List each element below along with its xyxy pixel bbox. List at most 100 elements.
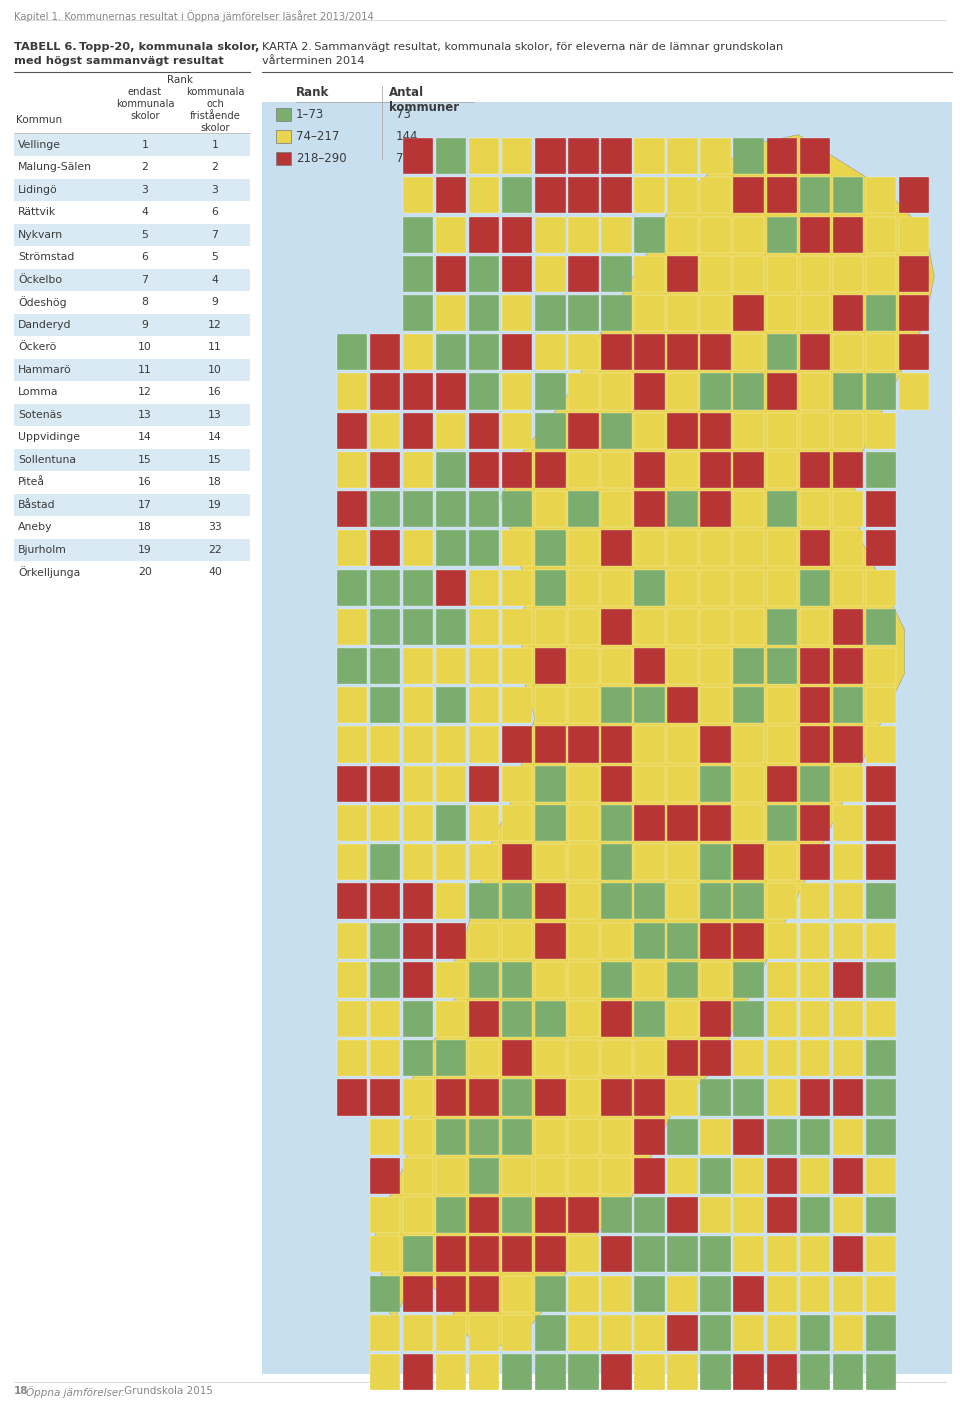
- Bar: [667, 1237, 698, 1273]
- Bar: [601, 687, 632, 723]
- Bar: [535, 648, 565, 684]
- Bar: [733, 217, 764, 252]
- Bar: [601, 1080, 632, 1116]
- Bar: [568, 530, 599, 566]
- Bar: [535, 334, 565, 370]
- Bar: [535, 726, 565, 763]
- Bar: [832, 1276, 863, 1312]
- Bar: [568, 451, 599, 488]
- Bar: [635, 844, 664, 880]
- Bar: [601, 883, 632, 920]
- Bar: [635, 608, 664, 645]
- Bar: [733, 451, 764, 488]
- Bar: [14, 494, 250, 516]
- Bar: [568, 334, 599, 370]
- Bar: [667, 412, 698, 449]
- Bar: [14, 156, 250, 178]
- Bar: [469, 530, 499, 566]
- Bar: [403, 139, 433, 174]
- Bar: [733, 726, 764, 763]
- Bar: [899, 217, 929, 252]
- Text: 10: 10: [208, 365, 222, 374]
- Bar: [635, 139, 664, 174]
- Bar: [733, 491, 764, 527]
- Bar: [568, 687, 599, 723]
- Bar: [568, 962, 599, 998]
- Bar: [601, 139, 632, 174]
- Bar: [800, 1119, 830, 1155]
- Bar: [370, 1119, 400, 1155]
- Bar: [601, 294, 632, 331]
- Bar: [601, 334, 632, 370]
- Bar: [337, 373, 368, 409]
- Bar: [832, 255, 863, 292]
- Bar: [14, 200, 250, 223]
- Text: TABELL 6. Topp-20, kommunala skolor,: TABELL 6. Topp-20, kommunala skolor,: [14, 42, 259, 52]
- Text: 144: 144: [396, 129, 419, 143]
- Bar: [733, 1158, 764, 1195]
- Bar: [701, 1197, 731, 1234]
- Bar: [14, 178, 250, 200]
- Bar: [436, 805, 467, 841]
- Bar: [502, 412, 533, 449]
- Bar: [733, 1080, 764, 1116]
- Bar: [701, 1040, 731, 1077]
- Bar: [276, 151, 291, 165]
- Bar: [866, 1354, 896, 1389]
- Bar: [436, 451, 467, 488]
- Text: Vellinge: Vellinge: [18, 140, 61, 150]
- Text: 17: 17: [138, 499, 152, 510]
- Bar: [568, 1315, 599, 1350]
- Bar: [337, 491, 368, 527]
- Bar: [14, 404, 250, 426]
- Bar: [337, 687, 368, 723]
- Bar: [766, 687, 797, 723]
- Bar: [469, 412, 499, 449]
- Bar: [635, 1315, 664, 1350]
- Bar: [800, 334, 830, 370]
- Bar: [14, 245, 250, 269]
- Bar: [866, 255, 896, 292]
- Bar: [832, 491, 863, 527]
- Bar: [866, 334, 896, 370]
- Bar: [766, 1119, 797, 1155]
- Bar: [568, 373, 599, 409]
- Bar: [733, 1197, 764, 1234]
- Bar: [667, 648, 698, 684]
- Text: 20: 20: [138, 568, 152, 578]
- Bar: [601, 451, 632, 488]
- Bar: [14, 336, 250, 359]
- Bar: [899, 294, 929, 331]
- Text: Danderyd: Danderyd: [18, 320, 71, 329]
- Text: 10: 10: [138, 342, 152, 352]
- Bar: [800, 608, 830, 645]
- Bar: [502, 1276, 533, 1312]
- Bar: [601, 648, 632, 684]
- Bar: [436, 491, 467, 527]
- Text: Kapitel 1. Kommunernas resultat i Öppna jämförelser läsåret 2013/2014: Kapitel 1. Kommunernas resultat i Öppna …: [14, 10, 373, 22]
- Bar: [667, 1001, 698, 1037]
- Bar: [436, 1040, 467, 1077]
- Bar: [436, 1001, 467, 1037]
- Bar: [469, 1158, 499, 1195]
- Bar: [535, 1001, 565, 1037]
- Bar: [635, 491, 664, 527]
- Bar: [337, 1001, 368, 1037]
- Bar: [14, 381, 250, 404]
- Bar: [14, 426, 250, 449]
- Bar: [667, 844, 698, 880]
- Bar: [667, 962, 698, 998]
- Bar: [733, 1001, 764, 1037]
- Bar: [436, 1315, 467, 1350]
- Text: 6: 6: [141, 252, 149, 262]
- Text: 74–217: 74–217: [296, 129, 340, 143]
- Bar: [601, 765, 632, 802]
- Bar: [601, 805, 632, 841]
- Bar: [436, 412, 467, 449]
- Bar: [866, 1197, 896, 1234]
- Bar: [403, 412, 433, 449]
- Bar: [370, 765, 400, 802]
- Bar: [866, 491, 896, 527]
- Bar: [276, 130, 291, 143]
- Bar: [370, 1001, 400, 1037]
